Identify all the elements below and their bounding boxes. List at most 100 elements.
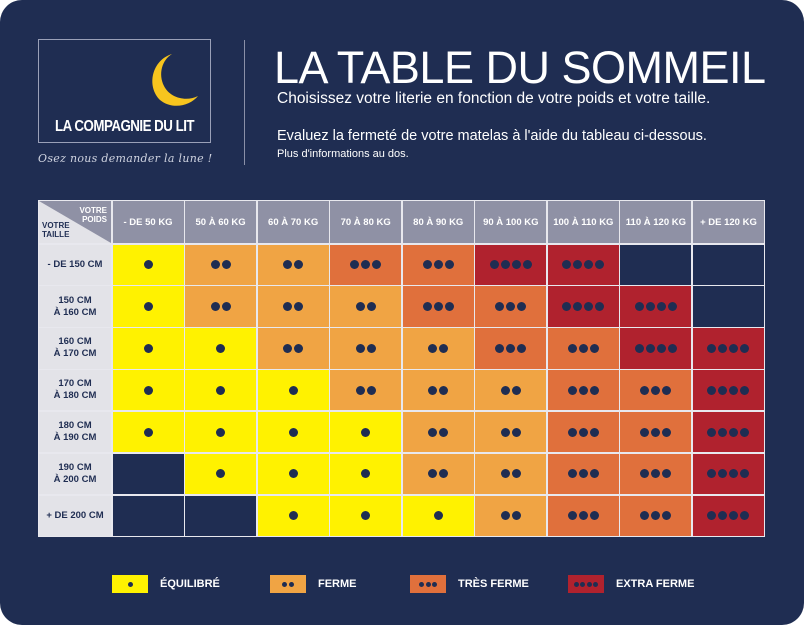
- firmness-dot: [511, 511, 521, 521]
- firmness-dot: [294, 302, 304, 312]
- firmness-dot: [667, 343, 677, 353]
- firmness-cell: [257, 453, 329, 495]
- legend-swatch: [112, 575, 148, 593]
- empty-cell: [692, 286, 764, 327]
- firmness-dot: [562, 260, 572, 270]
- column-header: 100 À 110 KG: [547, 201, 619, 243]
- firmness-dot: [422, 260, 432, 270]
- firmness-cell: [475, 411, 547, 453]
- firmness-cell: [112, 328, 184, 369]
- row-header: + DE 200 CM: [39, 495, 111, 536]
- firmness-dot: [372, 260, 382, 270]
- firmness-dot: [656, 343, 666, 353]
- firmness-cell: [257, 244, 329, 285]
- firmness-cell: [620, 328, 692, 369]
- legend-label: TRÈS FERME: [458, 578, 529, 590]
- firmness-dot: [428, 343, 438, 353]
- firmness-cell: [547, 495, 619, 536]
- firmness-cell: [112, 244, 184, 285]
- legend-swatch: [270, 575, 306, 593]
- firmness-dot: [578, 469, 588, 479]
- firmness-dot: [718, 511, 728, 521]
- firmness-dot: [439, 343, 449, 353]
- firmness-dot: [567, 469, 577, 479]
- firmness-dot: [361, 469, 371, 479]
- firmness-dot: [428, 427, 438, 437]
- firmness-cell: [547, 370, 619, 411]
- firmness-cell: [475, 495, 547, 536]
- firmness-dot: [216, 343, 226, 353]
- firmness-dot: [640, 385, 650, 395]
- firmness-cell: [185, 244, 257, 285]
- firmness-dot: [506, 343, 516, 353]
- firmness-cell: [475, 244, 547, 285]
- firmness-dot: [729, 511, 739, 521]
- row-header: 150 CM À 160 CM: [39, 286, 111, 327]
- firmness-dot: [283, 302, 293, 312]
- firmness-dot: [740, 511, 750, 521]
- firmness-dot: [495, 302, 505, 312]
- firmness-dot: [288, 385, 298, 395]
- firmness-cell: [547, 411, 619, 453]
- firmness-cell: [402, 453, 474, 495]
- brand-tagline: Osez nous demander la lune !: [38, 152, 213, 165]
- firmness-dot: [578, 385, 588, 395]
- moon-icon: [152, 54, 198, 106]
- legend-dot: [288, 581, 294, 587]
- firmness-dot: [506, 302, 516, 312]
- firmness-dot: [366, 385, 376, 395]
- firmness-dot: [355, 343, 365, 353]
- firmness-cell: [547, 328, 619, 369]
- firmness-cell: [257, 328, 329, 369]
- firmness-dot: [567, 385, 577, 395]
- firmness-dot: [662, 385, 672, 395]
- firmness-cell: [257, 411, 329, 453]
- firmness-dot: [433, 260, 443, 270]
- column-header: - DE 50 KG: [112, 201, 184, 243]
- firmness-cell: [402, 411, 474, 453]
- firmness-dot: [221, 260, 231, 270]
- firmness-dot: [573, 302, 583, 312]
- firmness-dot: [361, 260, 371, 270]
- firmness-dot: [640, 469, 650, 479]
- firmness-dot: [595, 260, 605, 270]
- firmness-cell: [475, 370, 547, 411]
- column-header: 60 À 70 KG: [257, 201, 329, 243]
- firmness-dot: [667, 302, 677, 312]
- firmness-dot: [221, 302, 231, 312]
- row-header: 160 CM À 170 CM: [39, 328, 111, 369]
- legend-dot: [127, 581, 133, 587]
- firmness-dot: [439, 469, 449, 479]
- firmness-cell: [185, 411, 257, 453]
- firmness-dot: [500, 260, 510, 270]
- column-header: 70 À 80 KG: [330, 201, 402, 243]
- firmness-dot: [500, 511, 510, 521]
- legend-dot: [580, 581, 586, 587]
- firmness-cell: [185, 453, 257, 495]
- firmness-dot: [433, 302, 443, 312]
- firmness-cell: [692, 453, 764, 495]
- firmness-cell: [330, 244, 402, 285]
- empty-cell: [185, 495, 257, 536]
- legend-item: EXTRA FERME: [568, 575, 694, 593]
- legend-label: FERME: [318, 578, 357, 590]
- firmness-dot: [444, 260, 454, 270]
- firmness-dot: [651, 469, 661, 479]
- firmness-cell: [185, 370, 257, 411]
- firmness-dot: [578, 343, 588, 353]
- firmness-dot: [288, 427, 298, 437]
- firmness-dot: [366, 343, 376, 353]
- firmness-dot: [439, 427, 449, 437]
- firmness-cell: [475, 328, 547, 369]
- firmness-dot: [511, 385, 521, 395]
- firmness-dot: [662, 427, 672, 437]
- column-header: + DE 120 KG: [692, 201, 764, 243]
- legend-swatch: [410, 575, 446, 593]
- firmness-dot: [288, 511, 298, 521]
- legend-dot: [419, 581, 424, 587]
- instruction-text: Evaluez la fermeté de votre matelas à l'…: [277, 128, 707, 144]
- firmness-dot: [645, 302, 655, 312]
- firmness-dot: [718, 343, 728, 353]
- firmness-cell: [257, 286, 329, 327]
